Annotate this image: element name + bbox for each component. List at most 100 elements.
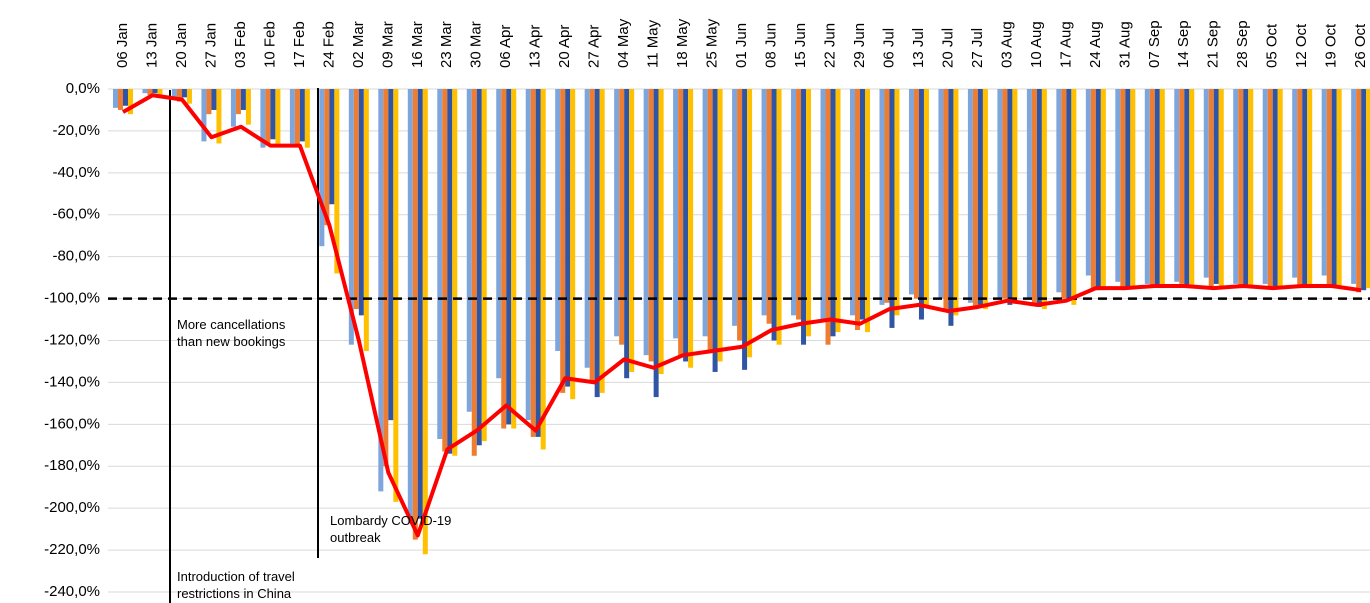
bar: [977, 89, 983, 305]
y-tick-label: -120,0%: [44, 331, 100, 348]
bar: [908, 89, 914, 295]
bar: [535, 89, 541, 437]
x-tick-label: 05 Oct: [1264, 23, 1281, 68]
bar: [629, 89, 635, 372]
bar: [717, 89, 723, 362]
y-tick-label: -40,0%: [52, 164, 100, 181]
bar: [1356, 89, 1362, 293]
bar: [1203, 89, 1209, 278]
bar: [1326, 89, 1332, 287]
bar: [1056, 89, 1062, 293]
x-tick-label: 03 Aug: [998, 21, 1015, 68]
bar: [761, 89, 767, 316]
bar: [673, 89, 679, 339]
bar: [1031, 89, 1037, 305]
x-tick-label: 14 Sep: [1175, 20, 1192, 68]
bar: [1292, 89, 1298, 278]
bar: [466, 89, 472, 412]
bar: [353, 89, 359, 310]
bar: [1012, 89, 1018, 303]
bar: [594, 89, 600, 398]
bar: [850, 89, 855, 316]
bar: [560, 89, 566, 393]
bar: [707, 89, 713, 351]
x-tick-label: 17 Feb: [291, 21, 308, 68]
bar: [747, 89, 753, 358]
bar: [825, 89, 831, 345]
bar: [1366, 89, 1370, 289]
bar: [240, 89, 246, 110]
annotation-line: More cancellations: [177, 317, 286, 332]
bar: [1026, 89, 1032, 299]
bar: [1208, 89, 1214, 287]
bar: [1002, 89, 1008, 299]
bar: [245, 89, 251, 125]
bar: [1095, 89, 1101, 291]
bar: [540, 89, 546, 450]
x-tick-label: 12 Oct: [1293, 23, 1310, 68]
bar: [801, 89, 807, 345]
bar: [1297, 89, 1303, 287]
bar: [624, 89, 630, 379]
bar: [1061, 89, 1067, 299]
overlay: [108, 93, 1370, 538]
bar: [348, 89, 354, 345]
annotation-line: Lombardy COVID-19: [330, 513, 451, 528]
bar: [865, 89, 870, 333]
annotation-line: restrictions in China: [177, 586, 292, 601]
bar: [1041, 89, 1047, 310]
x-tick-label: 08 Jun: [763, 23, 780, 68]
x-tick-label: 02 Mar: [350, 21, 367, 68]
bar: [1262, 89, 1268, 284]
bar: [216, 89, 222, 144]
x-tick-label: 10 Aug: [1028, 21, 1045, 68]
bar: [570, 89, 576, 400]
annotation-line: than new bookings: [177, 334, 286, 349]
y-tick-label: 0,0%: [66, 80, 100, 97]
bar: [889, 89, 895, 328]
bar: [476, 89, 482, 446]
bar: [186, 89, 192, 104]
x-tick-label: 23 Mar: [438, 21, 455, 68]
bar: [1213, 89, 1219, 284]
bar: [1066, 89, 1072, 301]
y-tick-label: -80,0%: [52, 248, 100, 265]
bar: [918, 89, 924, 320]
bar: [1036, 89, 1042, 307]
bar: [412, 89, 418, 540]
bar: [265, 89, 271, 146]
bar: [1277, 89, 1283, 289]
bar: [967, 89, 973, 303]
x-tick-label: 21 Sep: [1205, 20, 1222, 68]
bar: [884, 89, 890, 303]
annotation-line: outbreak: [330, 530, 381, 545]
bar: [383, 89, 389, 467]
bar: [206, 89, 212, 115]
bar: [712, 89, 718, 372]
bar: [1267, 89, 1273, 289]
bar: [147, 89, 153, 96]
bar: [948, 89, 954, 326]
y-tick-label: -180,0%: [44, 457, 100, 474]
bar: [599, 89, 605, 393]
bar: [1272, 89, 1278, 287]
bar: [860, 89, 865, 320]
bar: [471, 89, 477, 456]
bar: [776, 89, 782, 345]
bar: [481, 89, 487, 442]
bar: [201, 89, 207, 142]
y-tick-label: -160,0%: [44, 415, 100, 432]
x-tick-label: 29 Jun: [851, 23, 868, 68]
bar: [1115, 89, 1121, 282]
y-tick-label: -240,0%: [44, 583, 100, 600]
x-tick-label: 31 Aug: [1116, 21, 1133, 68]
bar: [378, 89, 384, 492]
bars: [113, 89, 1370, 555]
x-tick-label: 16 Mar: [409, 21, 426, 68]
bar: [530, 89, 536, 437]
bar: [452, 89, 458, 456]
bar: [835, 89, 841, 333]
x-tick-label: 27 Apr: [586, 25, 603, 68]
y-tick-label: -140,0%: [44, 373, 100, 390]
